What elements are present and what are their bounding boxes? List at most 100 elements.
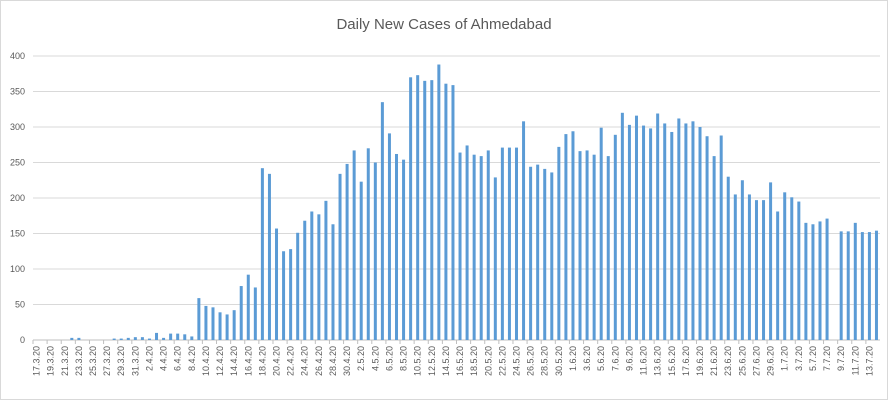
y-tick-label: 0 bbox=[20, 335, 25, 345]
bar bbox=[395, 153, 399, 340]
bar bbox=[804, 222, 808, 340]
bar bbox=[754, 200, 758, 340]
bar bbox=[627, 124, 631, 341]
bar bbox=[409, 77, 413, 341]
bar bbox=[232, 310, 236, 340]
y-tick-label: 300 bbox=[10, 122, 25, 132]
x-tick-label: 4.5.20 bbox=[370, 346, 380, 371]
bar bbox=[458, 152, 462, 340]
x-tick-label: 30.4.20 bbox=[342, 346, 352, 376]
bar bbox=[670, 131, 674, 340]
bar bbox=[839, 231, 843, 340]
bar bbox=[762, 200, 766, 340]
y-tick-label: 350 bbox=[10, 87, 25, 97]
bar bbox=[726, 176, 730, 340]
bar bbox=[550, 172, 554, 340]
x-tick-label: 25.3.20 bbox=[88, 346, 98, 376]
bar bbox=[77, 337, 81, 340]
bar bbox=[338, 173, 342, 340]
x-tick-label: 27.6.20 bbox=[751, 346, 761, 376]
bar bbox=[430, 80, 434, 340]
bar bbox=[253, 287, 257, 340]
bar bbox=[846, 231, 850, 340]
bar bbox=[380, 102, 384, 341]
bar bbox=[642, 125, 646, 340]
x-tick-label: 1.6.20 bbox=[568, 346, 578, 371]
bar bbox=[303, 220, 307, 340]
x-tick-label: 16.5.20 bbox=[455, 346, 465, 376]
bar bbox=[423, 80, 427, 340]
x-tick-label: 22.5.20 bbox=[497, 346, 507, 376]
x-tick-label: 8.4.20 bbox=[187, 346, 197, 371]
x-tick-label: 17.6.20 bbox=[681, 346, 691, 376]
bar bbox=[853, 222, 857, 340]
x-tick-label: 5.6.20 bbox=[596, 346, 606, 371]
x-tick-label: 3.7.20 bbox=[794, 346, 804, 371]
x-tick-label: 24.5.20 bbox=[511, 346, 521, 376]
bar bbox=[634, 115, 638, 340]
bar bbox=[486, 150, 490, 340]
x-tick-label: 12.4.20 bbox=[215, 346, 225, 376]
bar bbox=[684, 123, 688, 340]
bar bbox=[373, 162, 377, 340]
bar bbox=[747, 194, 751, 340]
bar bbox=[204, 305, 208, 340]
x-tick-label: 31.3.20 bbox=[130, 346, 140, 376]
x-tick-label: 14.4.20 bbox=[229, 346, 239, 376]
bar bbox=[218, 312, 222, 340]
bar bbox=[126, 337, 130, 340]
bar bbox=[465, 145, 469, 340]
x-tick-label: 28.5.20 bbox=[540, 346, 550, 376]
bar bbox=[112, 338, 116, 340]
bar bbox=[578, 151, 582, 340]
bar bbox=[331, 224, 335, 340]
x-tick-label: 25.6.20 bbox=[737, 346, 747, 376]
bar bbox=[649, 128, 653, 340]
bar bbox=[416, 75, 420, 341]
bar bbox=[359, 181, 363, 340]
bar bbox=[119, 338, 123, 340]
bar bbox=[472, 154, 476, 340]
bar bbox=[437, 64, 441, 341]
bar bbox=[260, 168, 264, 340]
x-tick-label: 9.6.20 bbox=[624, 346, 634, 371]
x-tick-label: 21.6.20 bbox=[709, 346, 719, 376]
bar bbox=[691, 121, 695, 340]
bar bbox=[571, 131, 575, 340]
bar bbox=[366, 148, 370, 340]
x-tick-label: 17.3.20 bbox=[32, 346, 42, 376]
bar bbox=[387, 133, 391, 340]
bar bbox=[599, 127, 603, 341]
x-tick-label: 23.6.20 bbox=[723, 346, 733, 376]
x-tick-label: 26.4.20 bbox=[314, 346, 324, 376]
bar bbox=[444, 83, 448, 340]
bar bbox=[190, 336, 194, 340]
chart-title: Daily New Cases of Ahmedabad bbox=[336, 16, 552, 33]
bar bbox=[860, 232, 864, 340]
x-tick-label: 30.5.20 bbox=[554, 346, 564, 376]
bar bbox=[677, 118, 681, 340]
bar bbox=[656, 113, 660, 340]
x-tick-label: 7.7.20 bbox=[822, 346, 832, 371]
x-tick-label: 9.7.20 bbox=[836, 346, 846, 371]
bar bbox=[769, 182, 773, 340]
bar bbox=[169, 333, 173, 340]
x-tick-label: 18.5.20 bbox=[469, 346, 479, 376]
x-tick-label: 28.4.20 bbox=[328, 346, 338, 376]
bar bbox=[176, 333, 180, 340]
bar bbox=[507, 147, 511, 340]
bar bbox=[790, 197, 794, 340]
y-tick-label: 150 bbox=[10, 229, 25, 239]
bar bbox=[317, 214, 321, 340]
bar bbox=[783, 192, 787, 340]
bar bbox=[514, 147, 518, 340]
bar bbox=[155, 332, 159, 340]
x-tick-label: 29.6.20 bbox=[766, 346, 776, 376]
x-tick-label: 24.4.20 bbox=[300, 346, 310, 376]
bar bbox=[797, 201, 801, 340]
x-tick-label: 6.5.20 bbox=[384, 346, 394, 371]
x-tick-label: 22.4.20 bbox=[286, 346, 296, 376]
bar bbox=[500, 147, 504, 340]
bar bbox=[606, 156, 610, 340]
